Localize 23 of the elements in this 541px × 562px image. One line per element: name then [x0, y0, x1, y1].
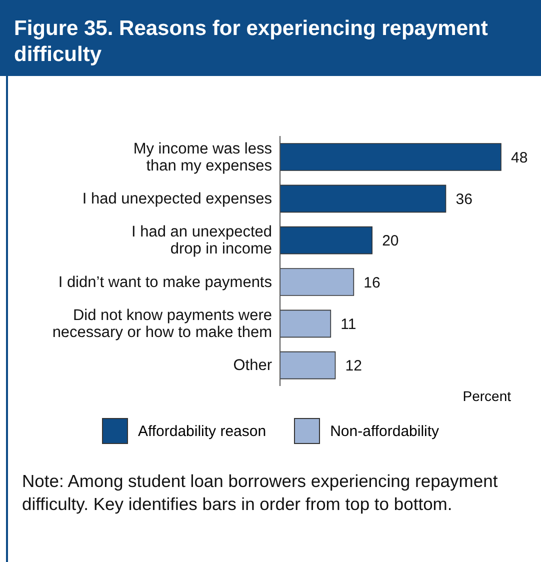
y-tick-label: Other — [233, 356, 272, 374]
legend-label: Affordability reason — [138, 422, 266, 440]
y-tick-label: I had unexpected expenses — [82, 190, 272, 207]
data-label: 20 — [382, 232, 399, 250]
text: Note: Among student loan borrowers experiencing repayment difficulty. Key identifies bars in order from top to bottom. — [22, 470, 499, 516]
bar — [280, 351, 336, 380]
y-tick-label: I had an unexpected drop in income — [132, 223, 272, 258]
y-tick-label: My income was less than my expenses — [133, 140, 272, 174]
bar — [280, 184, 446, 213]
bar — [280, 143, 502, 171]
bar — [280, 226, 372, 254]
data-label: 16 — [364, 274, 380, 292]
y-tick-label: Did not know payments were necessary or how to make them — [52, 306, 272, 340]
legend-label: Non-affordability — [330, 422, 440, 440]
bar — [280, 310, 332, 338]
chart-title: Figure 35. Reasons for experiencing repayment difficulty — [0, 0, 541, 76]
bar — [280, 268, 354, 296]
data-label: 48 — [511, 149, 528, 166]
x-axis-title: Percent — [462, 388, 512, 404]
data-label: 11 — [340, 316, 356, 333]
data-label: 12 — [345, 358, 362, 375]
y-tick-label: I didn’t want to make payments — [58, 273, 272, 290]
data-label: 36 — [456, 190, 472, 208]
